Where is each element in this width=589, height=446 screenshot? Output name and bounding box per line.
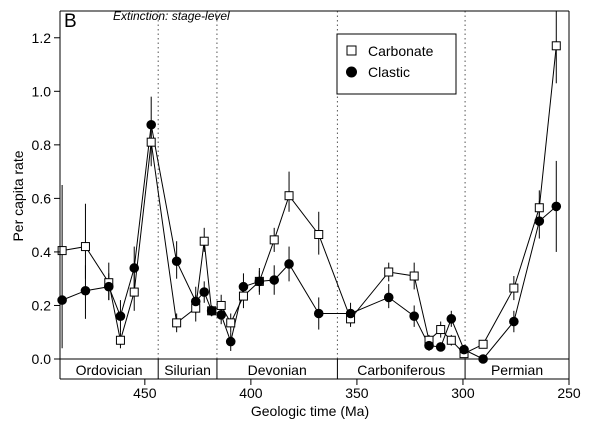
point-clastic-23 (459, 344, 469, 355)
legend-clastic-marker (346, 66, 357, 78)
period-label-silurian: Silurian (164, 362, 211, 378)
y-tick-label-3: 0.6 (32, 190, 52, 206)
point-clastic-0 (57, 295, 67, 305)
point-carbonate-18 (384, 267, 394, 277)
point-clastic-9 (206, 306, 217, 316)
point-carbonate-5 (146, 137, 156, 147)
y-tick-label-2: 0.4 (32, 244, 52, 260)
period-label-devonian: Devonian (248, 362, 307, 378)
y-tick-label-5: 1.0 (32, 83, 52, 99)
point-carbonate-1 (80, 242, 90, 252)
point-carbonate-4 (129, 287, 139, 297)
point-carbonate-16 (314, 230, 324, 240)
y-axis-ticks: 0.0 0.2 0.4 0.6 0.8 1.0 1.2 (32, 30, 60, 367)
point-carbonate-19 (409, 271, 419, 281)
point-carbonate-21 (436, 325, 446, 335)
point-clastic-8 (199, 287, 210, 297)
period-label-carboniferous: Carboniferous (357, 362, 445, 378)
chart-subtitle: Extinction: stage-level (113, 9, 230, 23)
point-carbonate-6 (172, 318, 182, 328)
point-carbonate-3 (115, 335, 125, 345)
point-carbonate-11 (226, 318, 236, 328)
point-clastic-2 (103, 281, 114, 292)
point-clastic-12 (238, 281, 249, 292)
point-carbonate-14 (269, 235, 279, 245)
point-clastic-25 (509, 316, 519, 327)
series-line-carbonate (62, 45, 557, 355)
point-carbonate-22 (446, 335, 456, 345)
legend: Carbonate Clastic (336, 33, 457, 95)
point-carbonate-25 (509, 283, 519, 293)
x-axis-title: Geologic time (Ma) (251, 403, 369, 419)
x-tick-label-250: 250 (557, 385, 581, 401)
x-tick-label-450: 450 (133, 385, 157, 401)
legend-carbonate-label: Carbonate (368, 43, 434, 59)
point-clastic-16 (313, 308, 324, 319)
point-carbonate-26 (534, 203, 544, 213)
panel-letter: B (64, 11, 77, 32)
y-tick-label-0: 0.0 (32, 351, 52, 367)
y-tick-label-4: 0.8 (32, 137, 52, 153)
x-axis-ticks: 450 400 350 300 250 (133, 379, 581, 401)
point-carbonate-0 (57, 246, 67, 256)
legend-box (336, 33, 457, 95)
period-band: Ordovician Silurian Devonian Carboniferous P… (76, 359, 543, 379)
point-clastic-3 (115, 311, 126, 321)
series-lines (61, 45, 557, 360)
error-bars (61, 11, 557, 359)
point-clastic-14 (269, 275, 280, 285)
point-clastic-22 (446, 314, 457, 324)
period-label-ordovician: Ordovician (76, 362, 143, 378)
point-carbonate-15 (284, 191, 294, 201)
point-clastic-19 (409, 311, 419, 321)
point-clastic-26 (534, 216, 545, 226)
y-tick-label-6: 1.2 (32, 30, 52, 46)
y-tick-label-1: 0.2 (32, 297, 52, 313)
data-points (57, 41, 562, 364)
x-tick-label-350: 350 (345, 385, 369, 401)
y-axis-title: Per capita rate (10, 150, 26, 241)
point-clastic-1 (80, 285, 91, 296)
point-clastic-13 (254, 276, 265, 287)
point-carbonate-8 (199, 236, 209, 246)
point-clastic-18 (383, 292, 394, 303)
point-clastic-5 (146, 119, 156, 130)
point-carbonate-24 (478, 339, 488, 349)
legend-clastic-label: Clastic (368, 64, 410, 80)
point-carbonate-12 (238, 291, 248, 301)
point-clastic-6 (171, 256, 182, 267)
point-clastic-7 (190, 296, 201, 307)
axes (59, 10, 570, 380)
legend-carbonate-marker (346, 45, 357, 56)
series-line-clastic (61, 124, 557, 360)
point-clastic-11 (225, 336, 236, 347)
x-tick-label-400: 400 (239, 385, 263, 401)
point-clastic-17 (345, 308, 356, 319)
point-clastic-27 (551, 201, 562, 212)
point-carbonate-27 (551, 41, 561, 51)
point-clastic-21 (435, 342, 446, 352)
point-clastic-20 (424, 340, 434, 351)
point-carbonate-10 (216, 300, 226, 310)
period-label-permian: Permian (491, 362, 543, 378)
point-clastic-4 (129, 263, 140, 273)
point-clastic-10 (216, 310, 226, 320)
point-clastic-15 (284, 259, 294, 269)
x-tick-label-300: 300 (451, 385, 475, 401)
